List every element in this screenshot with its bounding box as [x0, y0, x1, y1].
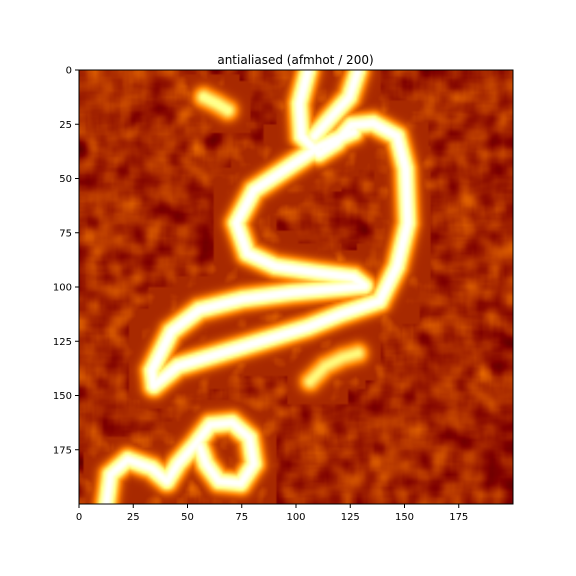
x-tick-label: 50	[181, 512, 194, 523]
x-axis: 0 25 50 75 100 125 150 175	[76, 504, 468, 523]
x-tick-label: 125	[341, 512, 360, 523]
x-tick-label: 175	[449, 512, 468, 523]
x-tick-label: 0	[76, 512, 82, 523]
y-tick-label: 125	[53, 337, 72, 348]
y-tick-label: 50	[59, 174, 72, 185]
chart-title: antialiased (afmhot / 200)	[217, 53, 373, 67]
x-tick-label: 75	[235, 512, 248, 523]
x-tick-label: 100	[286, 512, 305, 523]
heatmap-image	[79, 70, 513, 504]
y-tick-label: 100	[53, 283, 72, 294]
x-tick-label: 150	[395, 512, 414, 523]
plot-area	[79, 70, 513, 504]
y-tick-label: 175	[53, 445, 72, 456]
y-tick-label: 150	[53, 391, 72, 402]
y-tick-label: 25	[59, 120, 72, 131]
y-axis: 0 25 50 75 100 125 150 175	[53, 66, 79, 456]
y-tick-label: 0	[66, 66, 72, 77]
y-tick-label: 75	[59, 228, 72, 239]
x-tick-label: 25	[127, 512, 140, 523]
plot-frame	[78, 69, 514, 505]
